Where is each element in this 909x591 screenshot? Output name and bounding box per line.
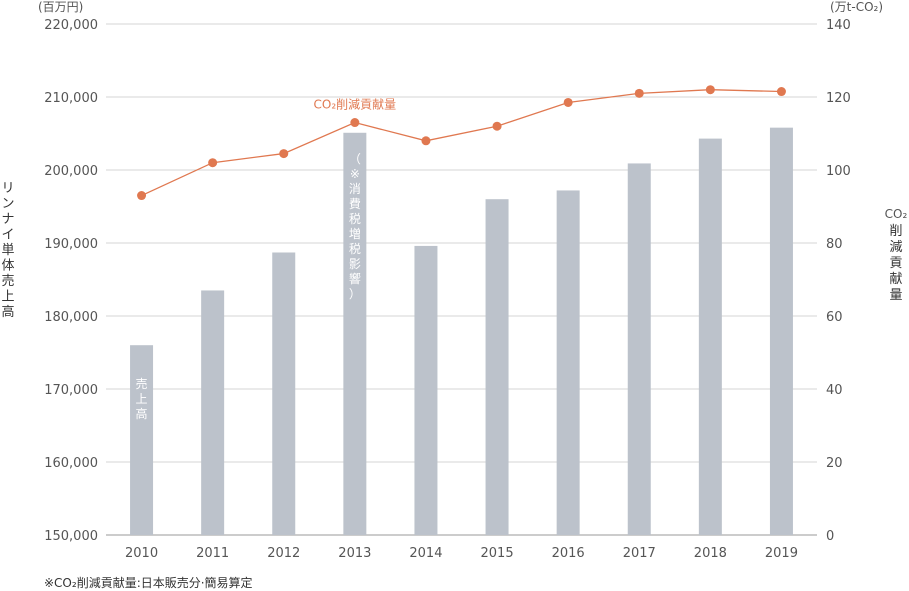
x-tick-label: 2018 bbox=[694, 546, 727, 561]
x-tick-label: 2015 bbox=[481, 546, 514, 561]
bar-2015 bbox=[485, 199, 509, 535]
co2-point-2018 bbox=[705, 85, 715, 95]
x-tick-label: 2019 bbox=[765, 546, 798, 561]
x-tick-label: 2017 bbox=[623, 546, 656, 561]
right-tick-label: 140 bbox=[826, 18, 851, 33]
right-tick-label: 0 bbox=[826, 529, 834, 544]
co2-series-label: CO₂削減貢献量 bbox=[314, 97, 397, 112]
bar-annotation-2010: 売上高 bbox=[136, 376, 148, 421]
right-tick-label: 40 bbox=[826, 383, 843, 398]
co2-point-2016 bbox=[563, 97, 573, 107]
co2-point-2014 bbox=[421, 136, 431, 146]
right-tick-label: 100 bbox=[826, 164, 851, 179]
left-tick-label: 160,000 bbox=[44, 456, 98, 471]
right-axis-label: 削減貢献量 bbox=[889, 224, 902, 303]
right-tick-label: 120 bbox=[826, 91, 851, 106]
co2-point-2017 bbox=[634, 88, 644, 98]
right-tick-label: 60 bbox=[826, 310, 843, 325]
x-tick-label: 2012 bbox=[267, 546, 300, 561]
bar-annotation-2013: （※消費税増税影響） bbox=[349, 152, 361, 301]
x-tick-label: 2016 bbox=[552, 546, 585, 561]
bar-2011 bbox=[201, 290, 225, 535]
right-tick-label: 20 bbox=[826, 456, 843, 471]
bar-2018 bbox=[698, 138, 722, 536]
bar-2010 bbox=[130, 345, 154, 535]
bars bbox=[130, 127, 793, 536]
bar-2019 bbox=[769, 127, 793, 535]
co2-point-2012 bbox=[279, 149, 289, 159]
co2-point-2010 bbox=[137, 191, 147, 201]
left-axis-label: リンナイ単体売上高 bbox=[1, 181, 14, 320]
bar-2012 bbox=[272, 252, 296, 536]
left-tick-label: 180,000 bbox=[44, 310, 98, 325]
left-tick-label: 200,000 bbox=[44, 164, 98, 179]
axes: 150,000 160,000 170,000 180,000 190,000 200,0… bbox=[44, 18, 851, 561]
gridlines bbox=[106, 23, 817, 536]
co2-point-2011 bbox=[208, 158, 218, 168]
co2-point-2013 bbox=[350, 118, 360, 128]
co2-line bbox=[137, 85, 786, 201]
left-tick-label: 210,000 bbox=[44, 91, 98, 106]
left-axis-unit: (百万円) bbox=[38, 0, 83, 14]
footnote: ※CO₂削減貢献量:日本販売分·簡易算定 bbox=[44, 576, 253, 590]
labels: CO₂削減貢献量(百万円) (万t-CO₂)リンナイ単体売上高CO₂削減貢献量売上… bbox=[1, 0, 907, 421]
left-tick-label: 190,000 bbox=[44, 237, 98, 252]
right-axis-label-head: CO₂ bbox=[885, 207, 908, 221]
right-axis-unit: (万t-CO₂) bbox=[830, 0, 883, 14]
x-tick-label: 2014 bbox=[409, 546, 442, 561]
bar-2013 bbox=[343, 132, 367, 535]
x-tick-label: 2010 bbox=[125, 546, 158, 561]
co2-point-2019 bbox=[776, 87, 786, 97]
x-tick-label: 2013 bbox=[338, 546, 371, 561]
left-tick-label: 220,000 bbox=[44, 18, 98, 33]
bar-2017 bbox=[627, 163, 651, 535]
bar-2016 bbox=[556, 190, 580, 535]
co2-point-2015 bbox=[492, 121, 502, 131]
x-tick-label: 2011 bbox=[196, 546, 229, 561]
left-tick-label: 150,000 bbox=[44, 529, 98, 544]
bar-2014 bbox=[414, 245, 438, 536]
co2-line-path bbox=[141, 89, 782, 197]
left-tick-label: 170,000 bbox=[44, 383, 98, 398]
right-tick-label: 80 bbox=[826, 237, 843, 252]
